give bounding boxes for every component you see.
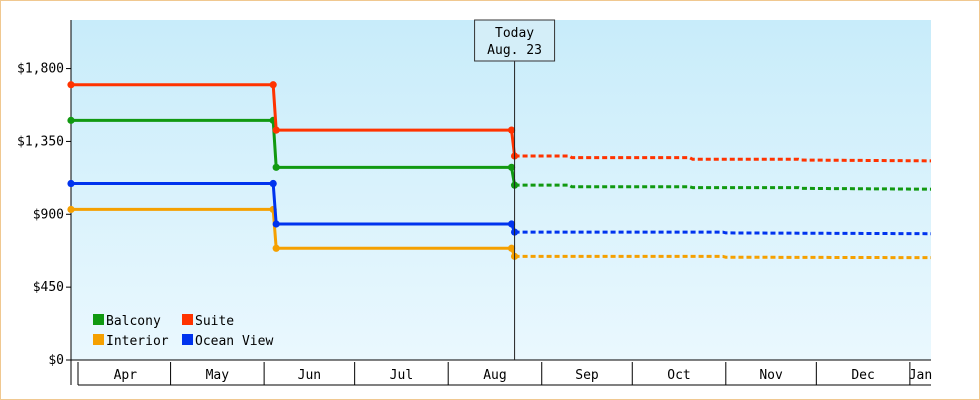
forecast-line xyxy=(514,254,932,260)
data-point xyxy=(507,163,516,171)
plot-area xyxy=(71,20,931,360)
axes: $0 $450 $900 $1,350 $1,800 Apr May Jun Jul Aug Sep… xyxy=(17,20,932,386)
y-tick-label: $0 xyxy=(48,353,64,368)
y-tick-label: $900 xyxy=(33,207,64,222)
data-point xyxy=(272,244,280,252)
data-point xyxy=(67,81,75,89)
month-label: Jul xyxy=(390,368,413,383)
data-point xyxy=(507,220,516,228)
legend-item: Balcony xyxy=(93,314,161,329)
month-label: Oct xyxy=(667,368,690,383)
legend-label: Balcony xyxy=(106,314,161,329)
month-label: May xyxy=(206,368,230,383)
legend-swatch xyxy=(93,314,104,325)
forecast-line xyxy=(514,230,932,236)
legend: Balcony Suite Interior Ocean View xyxy=(93,314,273,349)
legend-item: Interior xyxy=(93,334,169,349)
data-point xyxy=(272,126,280,134)
y-tick-label: $1,350 xyxy=(17,134,64,149)
y-tick-label: $1,800 xyxy=(17,62,64,77)
data-point xyxy=(507,244,516,252)
month-label: Sep xyxy=(575,368,599,383)
data-point xyxy=(269,179,277,188)
today-box xyxy=(474,19,556,62)
today-label: Today xyxy=(495,26,534,41)
legend-item: Suite xyxy=(182,314,234,329)
y-tick-label: $450 xyxy=(33,280,64,295)
month-label: Aug xyxy=(483,368,506,383)
month-label: Jun xyxy=(298,368,321,383)
month-label: Nov xyxy=(759,368,783,383)
month-label: Jan xyxy=(909,368,932,383)
legend-label: Suite xyxy=(195,314,234,329)
data-point xyxy=(269,81,277,89)
data-point xyxy=(67,116,75,124)
series-suite xyxy=(67,81,932,163)
month-label: Dec xyxy=(851,368,874,383)
today-date-label: Aug. 23 xyxy=(487,43,542,58)
data-point xyxy=(67,205,75,214)
data-point xyxy=(507,126,516,134)
legend-label: Interior xyxy=(106,334,169,349)
legend-swatch xyxy=(182,334,193,345)
data-point xyxy=(67,179,75,188)
today-marker: Today Aug. 23 xyxy=(474,19,556,360)
forecast-line xyxy=(514,183,932,191)
data-point xyxy=(272,163,280,171)
data-point xyxy=(272,220,280,228)
legend-swatch xyxy=(182,314,193,325)
legend-label: Ocean View xyxy=(195,334,273,349)
legend-item: Ocean View xyxy=(182,334,273,349)
series-ocean-view xyxy=(67,179,932,236)
series-layer xyxy=(67,81,932,260)
forecast-line xyxy=(514,154,932,163)
series-interior xyxy=(67,205,932,260)
month-label: Apr xyxy=(114,368,138,383)
legend-swatch xyxy=(93,334,104,345)
